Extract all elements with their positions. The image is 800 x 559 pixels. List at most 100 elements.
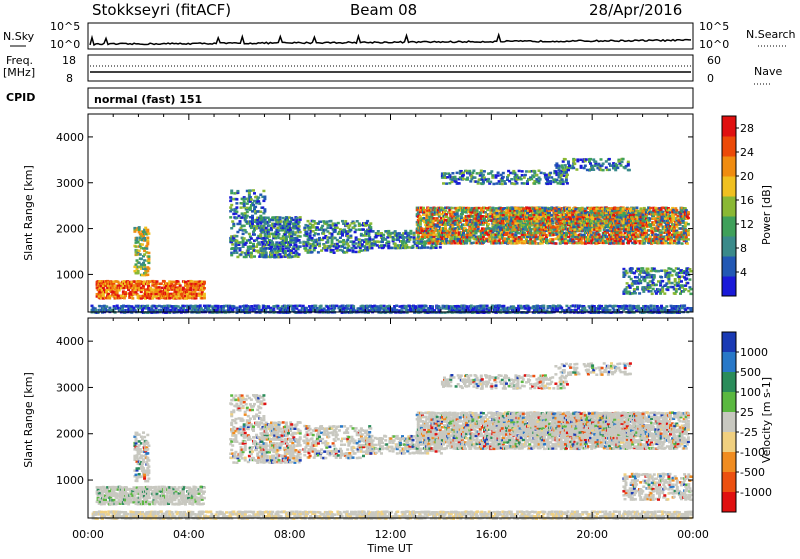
nave-tick-top: 60 [707, 54, 721, 67]
power-data-cell [141, 243, 144, 246]
power-data-cell [298, 239, 301, 242]
nsearch-tick-bottom: 10^0 [699, 38, 729, 51]
power-data-cell [355, 242, 358, 245]
power-data-cell [230, 204, 233, 207]
power-data-cell [687, 211, 690, 214]
power-data-cell [299, 235, 302, 238]
power-data-cell [468, 240, 471, 243]
power-data-cell [262, 190, 265, 193]
power-data-cell [247, 252, 250, 255]
power-data-cell [145, 247, 148, 250]
power-data-cell [299, 231, 302, 234]
power-data-cell [558, 208, 561, 211]
freq-panel: Freq. [MHz] 18 8 60 0 Nave [3, 54, 782, 85]
power-data-cell [487, 223, 490, 226]
power-data-cell [524, 228, 527, 231]
power-data-cell [617, 224, 620, 227]
power-data-cell [387, 241, 390, 244]
power-data-cell [344, 220, 347, 223]
power-data-cell [465, 221, 468, 224]
power-data-cell [252, 247, 255, 250]
power-data-cell [559, 222, 562, 225]
power-data-cell [565, 216, 568, 219]
power-data-cell [263, 196, 266, 199]
power-data-cell [249, 189, 252, 192]
power-data-cell [649, 207, 652, 210]
power-data-cell [524, 226, 527, 229]
power-data-cell [524, 210, 527, 213]
power-data-cell [450, 207, 453, 210]
freq-frame [88, 55, 693, 81]
power-data-cell [230, 254, 233, 257]
power-data-cell [147, 262, 150, 265]
power-data-cell [259, 216, 262, 219]
power-data-cell [136, 237, 139, 240]
power-data-cell [346, 243, 349, 246]
power-data-cell [146, 237, 149, 240]
power-data-cell [298, 221, 301, 224]
power-data-cell [342, 243, 345, 246]
power-data-cell [245, 242, 248, 245]
power-data-cell [382, 234, 385, 237]
power-data-cell [447, 234, 450, 237]
power-data-cell [668, 209, 671, 212]
power-data-cell [416, 244, 419, 247]
power-data-cell [336, 249, 339, 252]
power-data-cell [332, 249, 335, 252]
power-data-cell [138, 250, 141, 253]
power-data-cell [622, 242, 625, 245]
power-data-cell [574, 234, 577, 237]
power-data-cell [298, 225, 301, 228]
power-data-cell [280, 220, 283, 223]
power-data-cell [605, 220, 608, 223]
nave-label: Nave [754, 65, 782, 78]
power-data-cell [257, 200, 260, 203]
power-data-cell [242, 233, 245, 236]
nsky-label: N.Sky [3, 30, 35, 43]
power-data-cell [229, 216, 232, 219]
power-data-cell [595, 226, 598, 229]
power-data-cell [381, 241, 384, 244]
power-data-cell [309, 232, 312, 235]
freq-tick-bottom: 8 [66, 72, 73, 85]
power-data-cell [476, 209, 479, 212]
power-data-cell [554, 212, 557, 215]
power-data-cell [579, 207, 582, 210]
power-data-cell [147, 267, 150, 270]
power-data-cell [315, 229, 318, 232]
power-data-cell [354, 224, 357, 227]
power-data-cell [263, 237, 266, 240]
power-data-cell [146, 270, 149, 273]
power-data-cell [143, 280, 146, 283]
power-data-cell [548, 212, 551, 215]
power-data-cell [278, 229, 281, 232]
power-data-cell [235, 202, 238, 205]
power-data-cell [202, 285, 205, 288]
power-data-cell [243, 200, 246, 203]
power-data-cell [343, 247, 346, 250]
power-data-cell [314, 232, 317, 235]
power-data-cell [652, 224, 655, 227]
power-data-cell [299, 216, 302, 219]
power-data-cell [139, 253, 142, 256]
power-data-cell [369, 222, 372, 225]
power-data-cell [230, 209, 233, 212]
power-data-cell [259, 211, 262, 214]
power-data-cell [347, 245, 350, 248]
nsearch-tick-top: 10^5 [699, 20, 729, 33]
power-data-cell [268, 235, 271, 238]
power-data-cell [568, 222, 571, 225]
power-data-cell [297, 248, 300, 251]
nsky-panel: N.Sky 10^5 10^0 10^5 10^0 N.Search [3, 20, 796, 51]
power-data-cell [289, 244, 292, 247]
power-data-cell [523, 207, 526, 210]
beam-label: Beam 08 [350, 1, 417, 19]
power-data-cell [660, 223, 663, 226]
power-data-cell [339, 228, 342, 231]
nsearch-label: N.Search [746, 28, 796, 41]
power-data-cell [251, 215, 254, 218]
power-data-cell [535, 234, 538, 237]
power-data-cell [236, 231, 239, 234]
cpid-panel: CPID normal (fast) 151 [6, 88, 693, 108]
